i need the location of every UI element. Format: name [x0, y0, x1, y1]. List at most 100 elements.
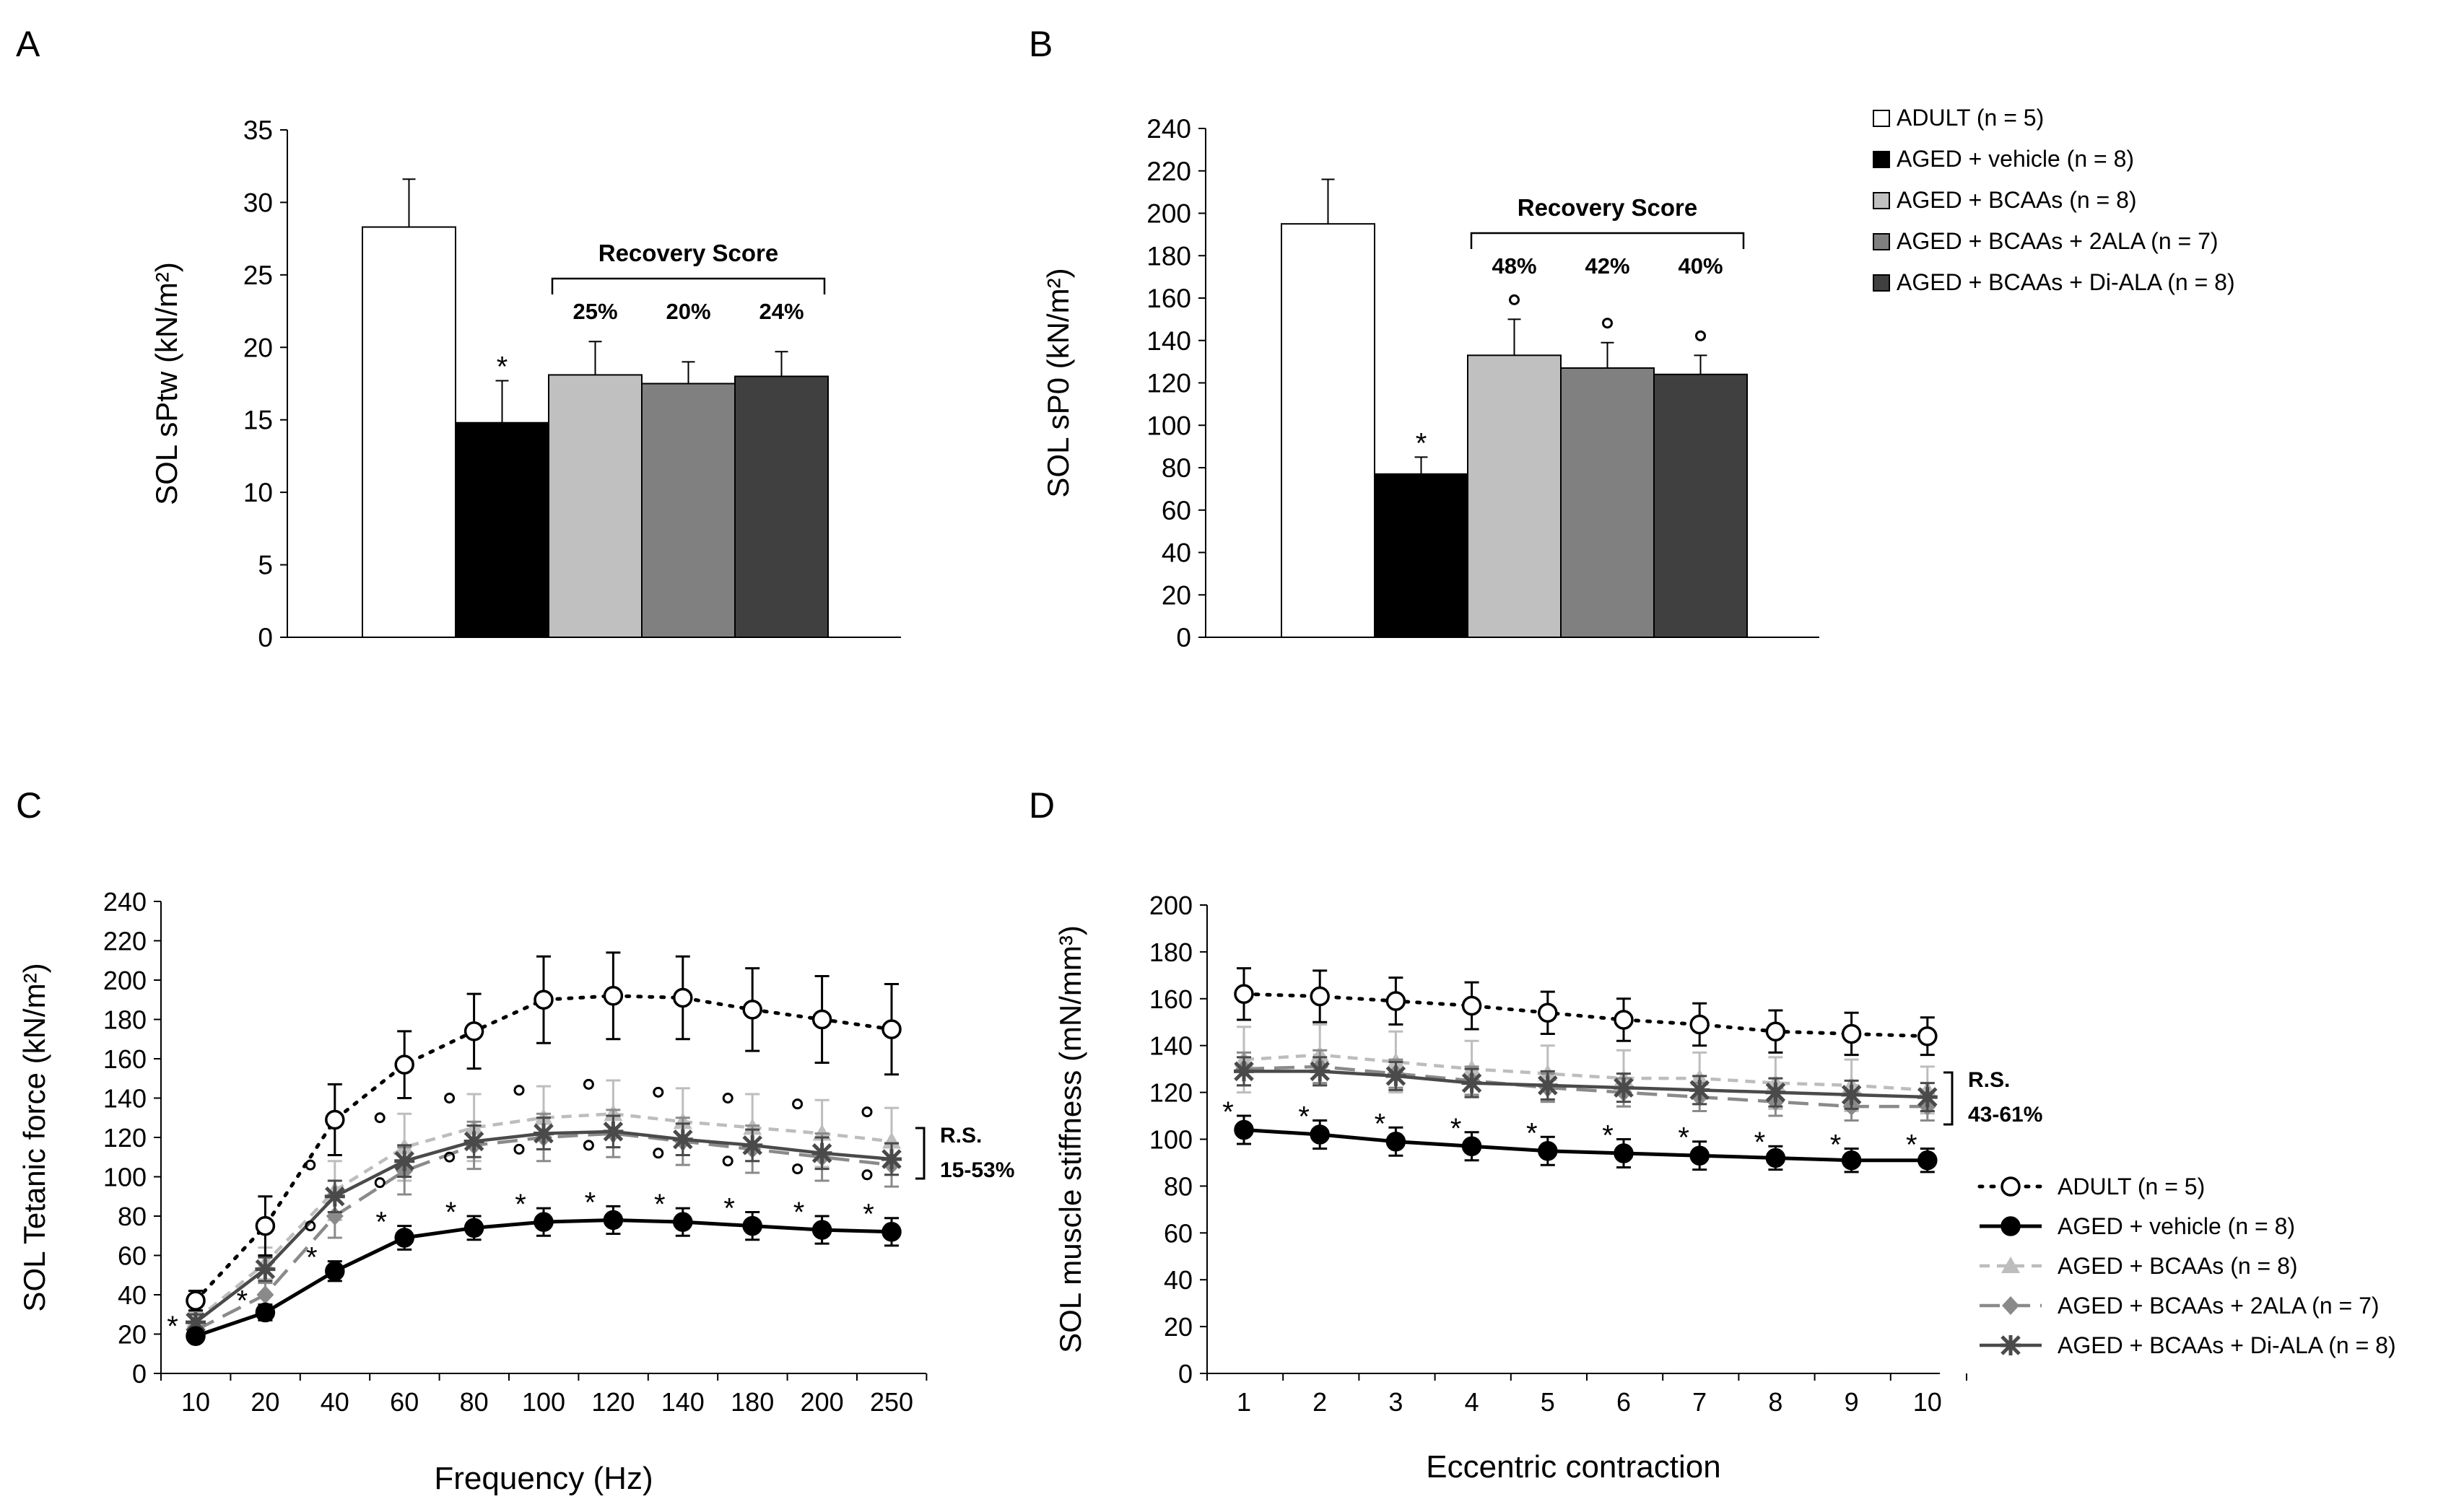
- significance-star: *: [515, 1189, 526, 1220]
- y-tick-label: 60: [1164, 1218, 1193, 1248]
- legend-swatch: [1873, 274, 1890, 292]
- data-point-core: [539, 1128, 549, 1139]
- y-tick-label: 120: [1146, 369, 1191, 398]
- panel-letter-b: B: [1029, 24, 1053, 64]
- panel-a-bar-chart: 0 5 10 15 20 25 30 35 SOL sPtw (kN/m²) * Recovery …: [149, 115, 901, 652]
- y-tick-label: 200: [103, 966, 147, 995]
- y-tick-label: 120: [103, 1123, 147, 1153]
- data-point: [1841, 1023, 1862, 1044]
- data-point: [1689, 1145, 1710, 1166]
- y-tick-label: 35: [243, 115, 273, 145]
- data-point-core: [399, 1155, 410, 1166]
- legend-swatch: [1873, 110, 1890, 127]
- x-tick-label: 2: [1312, 1387, 1327, 1417]
- line-legend: ADULT (n = 5) AGED + vehicle (n = 8) AGED …: [1977, 1174, 2396, 1358]
- rs-range: 15-53%: [940, 1158, 1014, 1182]
- recovery-circle: [792, 1098, 804, 1110]
- recovery-circle: [861, 1169, 873, 1181]
- significance-star: *: [585, 1187, 596, 1218]
- x-tick-label: 3: [1388, 1387, 1403, 1417]
- data-point: [1614, 1143, 1634, 1163]
- data-point: [463, 1218, 484, 1238]
- data-point: [534, 989, 554, 1010]
- significance-star: *: [1526, 1117, 1538, 1149]
- data-point: [1310, 1124, 1330, 1145]
- bar-adult: [1281, 223, 1375, 638]
- data-point: [1461, 995, 1482, 1016]
- data-point: [1917, 1026, 1938, 1046]
- x-axis-label: Eccentric contraction: [1426, 1449, 1720, 1485]
- y-tick-label: 5: [258, 551, 273, 580]
- recovery-bracket: [551, 277, 826, 294]
- series-line: [1243, 1128, 1928, 1163]
- legend-swatch: [1873, 151, 1890, 168]
- recovery-circle: [583, 1078, 594, 1090]
- significance-star: *: [863, 1199, 874, 1231]
- data-point-core: [191, 1317, 201, 1328]
- data-point: [256, 1285, 274, 1304]
- data-point: [463, 1021, 484, 1041]
- data-point: [186, 1290, 206, 1311]
- data-point: [325, 1109, 345, 1130]
- significance-star: *: [654, 1189, 666, 1220]
- significance-star: *: [1450, 1113, 1462, 1145]
- recovery-score-title: Recovery Score: [1518, 194, 1697, 221]
- legend-label: ADULT (n = 5): [1897, 105, 2044, 131]
- significance-star: *: [375, 1207, 387, 1238]
- legend-swatch: [1873, 233, 1890, 250]
- panel-c-line-chart: 0 20 40 60 80 100 120 140 160 180 200 220 240 10 20 40 6…: [17, 887, 1014, 1496]
- series-line: [1244, 1070, 1928, 1099]
- recovery-circle: [861, 1106, 873, 1118]
- data-point: [811, 1009, 832, 1030]
- data-point: [1917, 1150, 1938, 1171]
- x-tick-label: 5: [1541, 1387, 1555, 1417]
- y-tick-label: 100: [1146, 411, 1191, 440]
- x-tick-label: 250: [870, 1387, 913, 1417]
- y-tick-label: 160: [1149, 984, 1193, 1014]
- data-point: [1841, 1150, 1862, 1171]
- series-1: [186, 951, 902, 1312]
- y-tick-label: 10: [243, 478, 273, 507]
- data-point: [1461, 1136, 1482, 1156]
- recovery-score-title: Recovery Score: [598, 240, 778, 266]
- recovery-circle: [583, 1140, 594, 1151]
- x-tick-label: 80: [460, 1387, 489, 1417]
- legend-label: AGED + BCAAs + Di-ALA (n = 8): [2058, 1332, 2396, 1358]
- x-tick-label: 1: [1237, 1387, 1251, 1417]
- recovery-score-value: 40%: [1678, 253, 1723, 279]
- series-5: [1234, 1056, 1938, 1113]
- x-tick-label: 60: [390, 1387, 419, 1417]
- recovery-circle: [1695, 330, 1706, 341]
- x-tick-label: 7: [1692, 1387, 1707, 1417]
- significance-star: *: [1222, 1096, 1234, 1128]
- y-tick-label: 100: [1149, 1125, 1193, 1155]
- significance-star: *: [167, 1311, 178, 1342]
- bar-aged-bcaas-di-ala: [1653, 373, 1748, 638]
- recovery-circle: [513, 1085, 525, 1096]
- series-line: [193, 994, 894, 1303]
- significance-star: *: [1298, 1101, 1310, 1133]
- y-tick-label: 140: [1146, 326, 1191, 356]
- y-tick-label: 20: [118, 1320, 147, 1350]
- panel-letter-d: D: [1029, 785, 1055, 826]
- legend-swatch: [1873, 192, 1890, 209]
- recovery-circle: [722, 1155, 733, 1167]
- y-tick-label: 160: [103, 1044, 147, 1074]
- data-point: [255, 1302, 276, 1323]
- rs-range: 43-61%: [1968, 1103, 2042, 1127]
- recovery-circle: [1509, 294, 1520, 305]
- series-2: [1234, 1114, 1938, 1174]
- data-point: [1310, 986, 1330, 1007]
- x-tick-label: 120: [591, 1387, 635, 1417]
- x-tick-label: 40: [321, 1387, 349, 1417]
- data-point-core: [1239, 1066, 1249, 1077]
- recovery-circle: [305, 1220, 316, 1232]
- recovery-circle: [305, 1159, 316, 1171]
- y-tick-label: 160: [1146, 284, 1191, 313]
- recovery-circle: [374, 1112, 386, 1124]
- legend-label: ADULT (n = 5): [2058, 1174, 2205, 1199]
- y-tick-label: 0: [1176, 623, 1191, 652]
- significance-star: *: [793, 1197, 805, 1228]
- legend-marker: [2001, 1176, 2021, 1197]
- data-point: [1614, 1010, 1634, 1030]
